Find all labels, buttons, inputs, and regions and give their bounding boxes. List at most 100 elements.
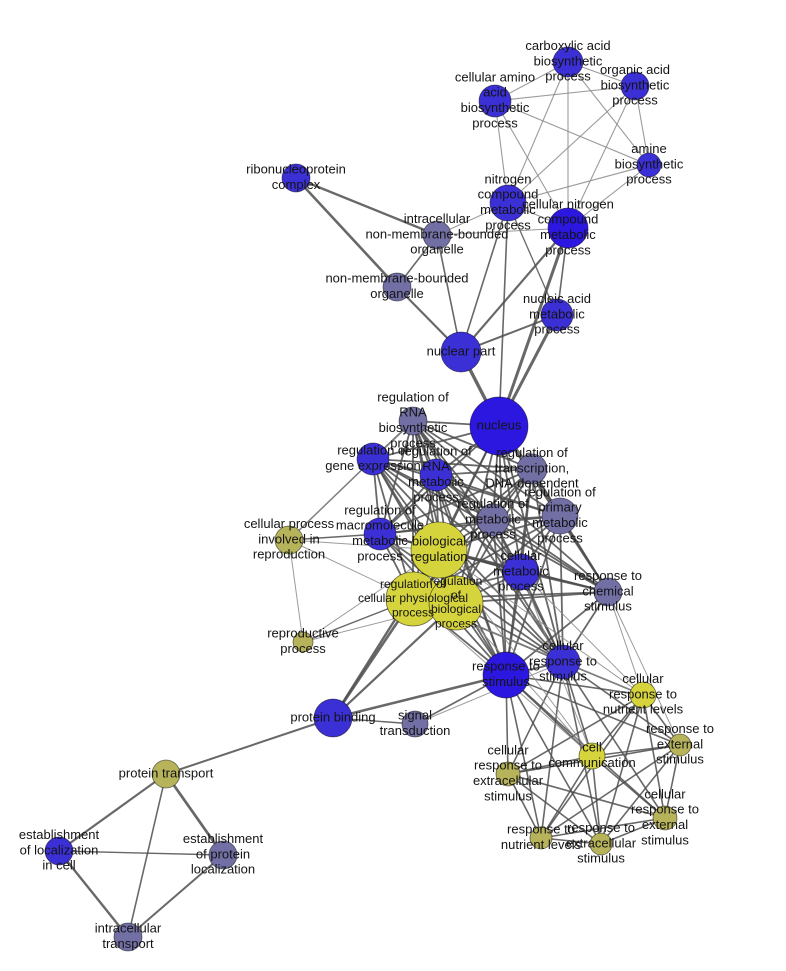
svg-text:amine: amine [631,141,666,156]
svg-text:reproduction: reproduction [253,547,325,562]
svg-text:complex: complex [272,177,321,192]
svg-text:signal: signal [398,708,432,723]
svg-text:reproductive: reproductive [267,626,339,641]
svg-text:cellular: cellular [622,671,664,686]
svg-text:chemical: chemical [582,583,633,598]
svg-text:cellular nitrogen: cellular nitrogen [522,196,614,211]
svg-text:of localization: of localization [20,842,99,857]
svg-text:biological: biological [412,534,466,549]
svg-text:regulation of: regulation of [400,443,472,458]
svg-text:external: external [657,736,703,751]
svg-text:process: process [435,616,477,630]
svg-text:regulation: regulation [410,549,467,564]
svg-text:organelle: organelle [410,242,464,257]
svg-text:stimulus: stimulus [482,674,530,689]
svg-text:nuclear part: nuclear part [427,343,496,358]
svg-text:transduction: transduction [380,723,451,738]
svg-text:process: process [612,93,658,108]
svg-text:involved in: involved in [258,531,319,546]
svg-text:metabolic: metabolic [352,533,408,548]
svg-text:macromolecule: macromolecule [336,518,424,533]
svg-text:biosynthetic: biosynthetic [615,156,684,171]
svg-text:compound: compound [538,212,599,227]
svg-text:nucleus: nucleus [477,417,522,432]
svg-text:response to: response to [609,686,677,701]
svg-text:non-membrane-bounded: non-membrane-bounded [365,226,508,241]
svg-text:response to: response to [646,721,714,736]
svg-text:RNA: RNA [399,405,427,420]
svg-text:organelle: organelle [370,286,424,301]
svg-text:process: process [534,322,580,337]
svg-text:RNA: RNA [422,459,450,474]
svg-text:metabolic: metabolic [493,563,549,578]
svg-text:process: process [537,530,583,545]
svg-text:metabolic: metabolic [532,515,588,530]
svg-text:cellular: cellular [644,786,686,801]
svg-text:cellular: cellular [487,742,529,757]
svg-text:process: process [626,172,672,187]
svg-text:biosynthetic: biosynthetic [461,100,530,115]
svg-text:biological: biological [431,602,481,616]
svg-text:response to: response to [474,758,542,773]
svg-text:extracellular: extracellular [473,773,544,788]
svg-text:stimulus: stimulus [484,788,532,803]
svg-text:regulation of: regulation of [337,443,409,458]
svg-text:localization: localization [191,862,255,877]
svg-text:gene expression: gene expression [325,458,420,473]
svg-text:acid: acid [483,85,507,100]
svg-text:ribonucleoprotein: ribonucleoprotein [246,162,346,177]
svg-text:process: process [280,641,326,656]
svg-text:non-membrane-bounded: non-membrane-bounded [325,271,468,286]
svg-text:process: process [472,115,518,130]
svg-text:stimulus: stimulus [577,851,625,866]
svg-text:response to: response to [574,568,642,583]
svg-text:process: process [545,242,591,257]
svg-text:of protein: of protein [196,846,250,861]
svg-text:metabolic: metabolic [529,306,585,321]
svg-text:external: external [642,817,688,832]
svg-text:of: of [451,588,462,602]
svg-text:organic acid: organic acid [600,62,670,77]
svg-text:process: process [498,579,544,594]
svg-text:nutrient levels: nutrient levels [603,702,684,717]
svg-text:stimulus: stimulus [539,669,587,684]
svg-text:response to: response to [631,802,699,817]
svg-text:stimulus: stimulus [641,832,689,847]
svg-text:regulation of: regulation of [496,445,568,460]
svg-text:metabolic: metabolic [408,474,464,489]
svg-text:primary: primary [538,500,582,515]
svg-text:biosynthetic: biosynthetic [379,420,448,435]
svg-text:metabolic: metabolic [465,511,521,526]
svg-text:regulation of: regulation of [344,502,416,517]
svg-text:process: process [357,548,403,563]
svg-text:biosynthetic: biosynthetic [601,77,670,92]
svg-text:protein transport: protein transport [119,765,214,780]
svg-text:protein binding: protein binding [290,709,375,724]
svg-text:transcription,: transcription, [495,460,569,475]
svg-text:regulation of: regulation of [524,484,596,499]
svg-text:transport: transport [102,936,154,951]
svg-text:establishment: establishment [19,827,100,842]
svg-text:response to: response to [567,820,635,835]
svg-text:response to: response to [529,653,597,668]
svg-text:carboxylic acid: carboxylic acid [525,38,610,53]
svg-text:intracellular: intracellular [404,211,471,226]
svg-text:process: process [470,527,516,542]
svg-text:biosynthetic: biosynthetic [534,53,603,68]
svg-text:process: process [413,489,459,504]
svg-text:regulation: regulation [430,574,483,588]
svg-text:intracellular: intracellular [95,921,162,936]
svg-text:cellular amino: cellular amino [455,69,535,84]
svg-text:process: process [545,69,591,84]
svg-text:stimulus: stimulus [656,752,704,767]
svg-text:extracellular: extracellular [566,835,637,850]
svg-text:stimulus: stimulus [584,599,632,614]
svg-text:in cell: in cell [42,858,75,873]
svg-text:regulation of: regulation of [377,389,449,404]
svg-text:regulation of: regulation of [457,496,529,511]
svg-text:response to: response to [507,822,575,837]
svg-text:cellular process: cellular process [244,516,335,531]
svg-text:cell: cell [582,740,602,755]
svg-text:nucleic acid: nucleic acid [523,291,591,306]
svg-text:cellular: cellular [542,638,584,653]
